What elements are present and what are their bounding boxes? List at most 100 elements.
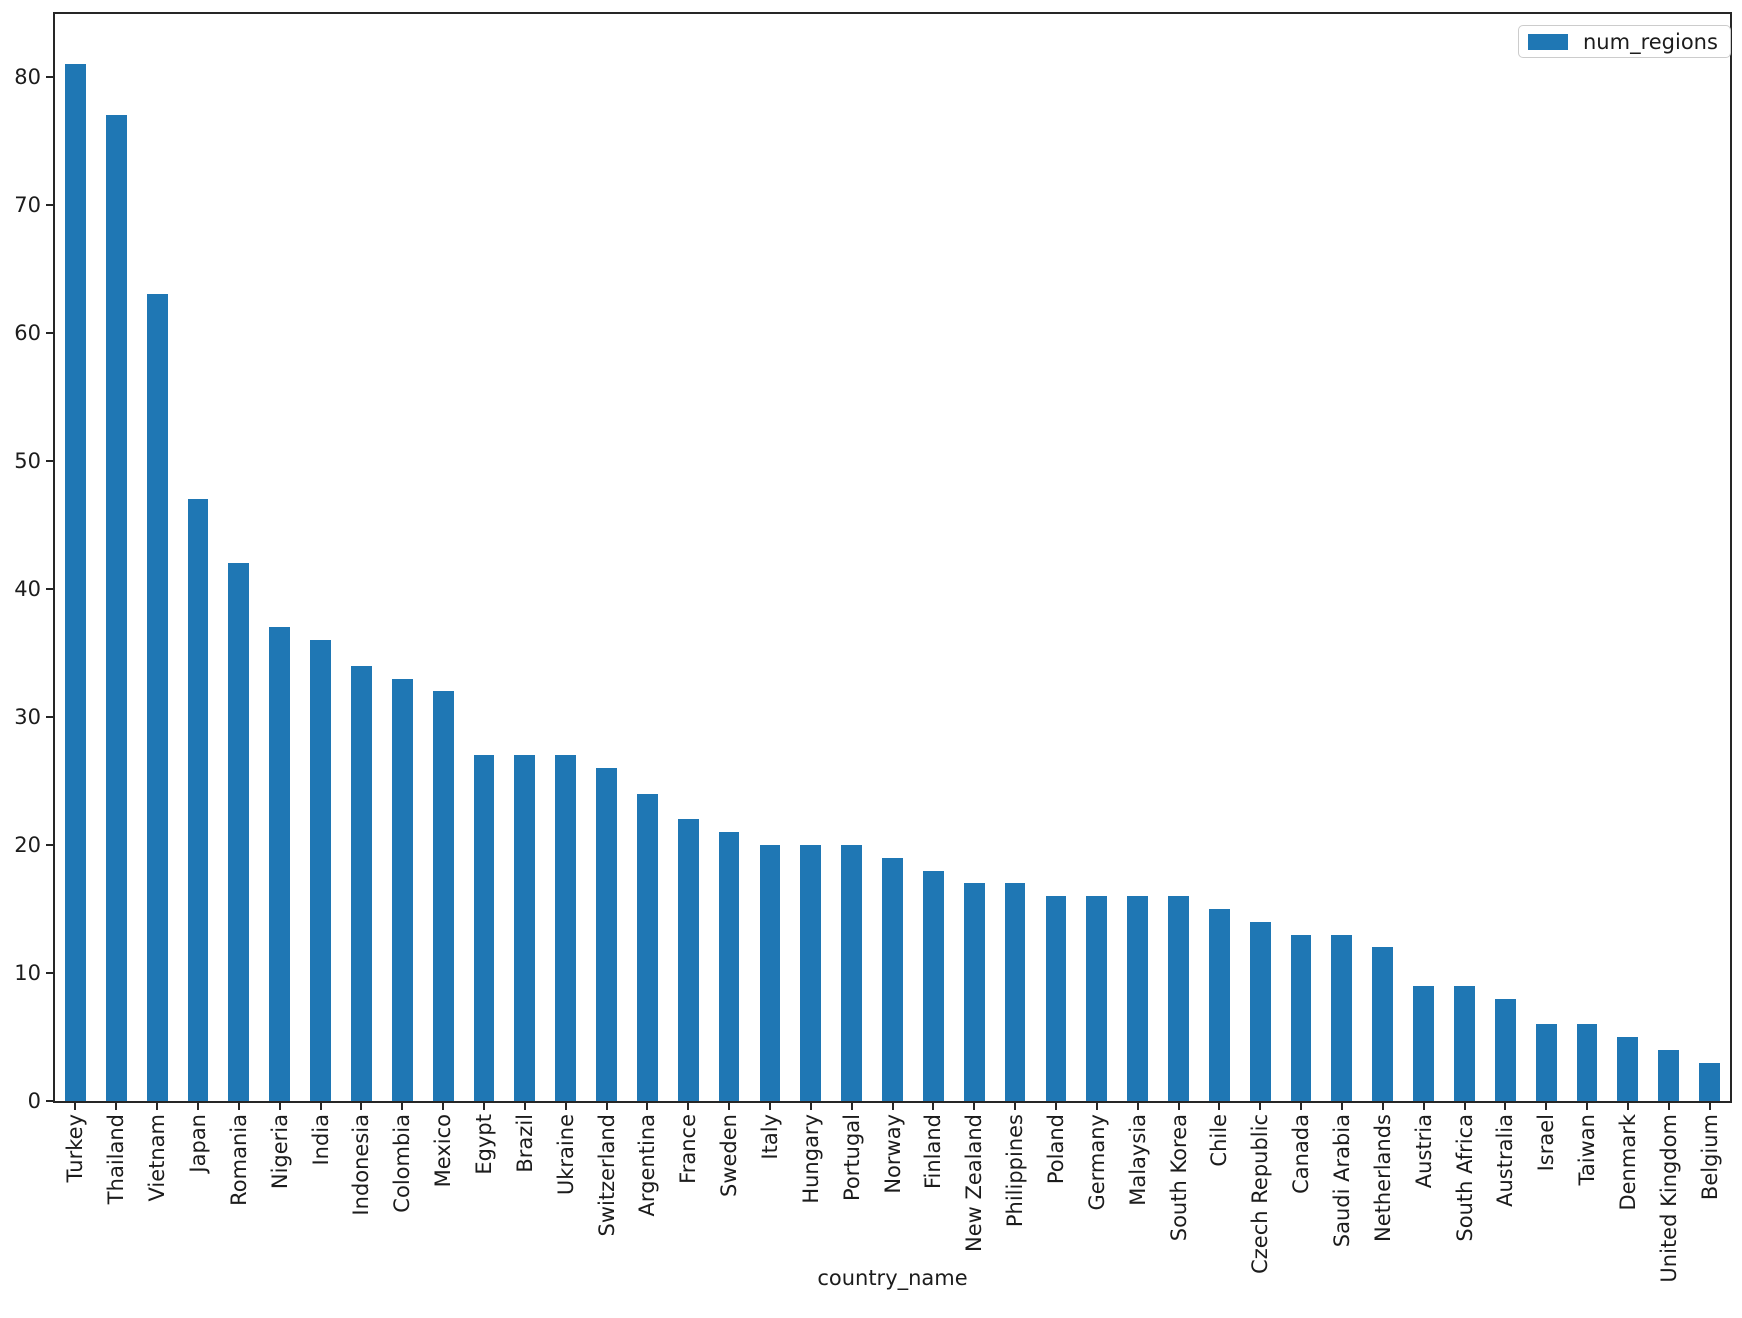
bar-nigeria [269,627,291,1101]
bar-colombia [391,678,413,1101]
x-tick [605,1101,608,1110]
x-tick [891,1101,894,1110]
x-tick [1136,1101,1139,1110]
x-tick [156,1101,159,1110]
bar-united-kingdom [1658,1049,1680,1101]
bar-czech-republic [1249,921,1271,1101]
x-tick [728,1101,731,1110]
x-tick [1504,1101,1507,1110]
bar-thailand [105,115,127,1101]
x-tick [523,1101,526,1110]
bar-australia [1494,998,1516,1101]
y-tick-label: 70 [14,192,41,217]
x-tick [1259,1101,1262,1110]
x-tick-label: Italy [757,1114,782,1160]
x-tick [197,1101,199,1110]
bar-belgium [1699,1062,1720,1101]
x-tick [278,1101,281,1110]
bar-ukraine [555,755,577,1101]
x-tick [115,1101,118,1110]
bar-saudi-arabia [1331,934,1353,1101]
bar-south-korea [1168,896,1189,1101]
x-tick [319,1101,322,1110]
x-tick [973,1101,976,1110]
x-tick [1545,1101,1548,1110]
x-tick [1667,1101,1670,1110]
x-tick [768,1101,771,1110]
bar-indonesia [350,665,372,1101]
bar-italy [759,844,781,1101]
y-tick-label: 80 [14,64,41,89]
y-tick [46,972,55,974]
x-tick [1626,1101,1629,1110]
x-tick [1381,1101,1384,1110]
bar-finland [922,870,944,1101]
x-tick [646,1101,649,1110]
x-axis-title: country_name [817,1266,968,1290]
x-tick [1463,1101,1466,1110]
x-tick [1014,1101,1017,1110]
x-tick [1095,1101,1098,1110]
x-tick [442,1101,445,1110]
x-tick [932,1101,935,1110]
bar-brazil [514,755,536,1101]
x-tick [850,1101,853,1110]
y-tick-label: 20 [14,832,41,857]
bar-norway [882,857,903,1101]
bar-france [677,819,699,1101]
bar-turkey [65,63,86,1101]
x-tick [1422,1101,1425,1110]
x-tick-label: Belgium [1697,1114,1722,1201]
bar-india [310,640,331,1101]
x-tick [1177,1101,1180,1110]
y-tick-label: 60 [14,320,41,345]
y-tick [46,843,55,846]
x-tick [401,1101,404,1110]
bar-denmark [1617,1037,1639,1101]
x-tick [687,1101,690,1110]
bar-egypt [473,755,495,1101]
y-tick [46,587,55,590]
x-tick [1586,1101,1588,1110]
y-tick [46,75,55,78]
y-tick-label: 0 [27,1089,41,1113]
bar-switzerland [596,768,617,1101]
x-tick [1054,1101,1057,1110]
bar-germany [1086,896,1108,1101]
bar-philippines [1004,883,1026,1101]
bar-canada [1290,934,1312,1101]
y-tick-label: 40 [14,576,41,601]
y-tick [46,715,55,718]
y-tick [46,331,55,334]
bar-poland [1045,896,1067,1101]
bar-hungary [800,844,822,1101]
y-tick [46,1100,55,1102]
x-tick [483,1101,485,1110]
bar-portugal [841,844,863,1101]
x-tick [1340,1101,1343,1110]
x-tick [360,1101,363,1110]
x-tick [1708,1101,1711,1110]
bar-mexico [432,691,454,1101]
x-tick [564,1101,567,1110]
bar-taiwan [1576,1024,1598,1101]
y-tick-label: 30 [14,704,41,729]
bar-new-zealand [963,883,985,1101]
legend-swatch [1528,33,1568,50]
x-tick [809,1101,812,1110]
bar-argentina [636,793,658,1101]
bar-malaysia [1127,896,1149,1101]
bar-japan [187,499,209,1101]
plot-area [53,12,1732,1103]
legend: num_regions [1518,25,1731,58]
x-tick [237,1101,240,1110]
y-tick-label: 10 [14,961,41,985]
bar-austria [1413,985,1434,1101]
y-tick-label: 50 [14,448,41,473]
y-tick [46,203,55,206]
bar-chile [1208,908,1230,1101]
x-tick [1300,1101,1302,1110]
bar-israel [1535,1024,1557,1101]
bar-netherlands [1372,947,1394,1101]
